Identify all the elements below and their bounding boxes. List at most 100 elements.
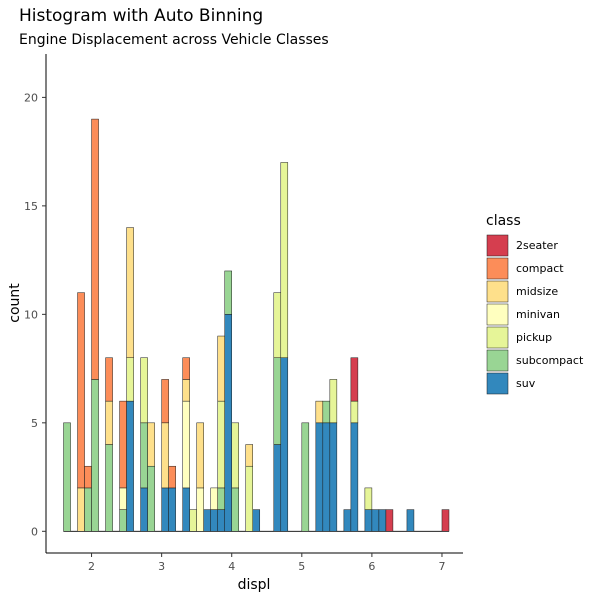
bar-segment-suv — [350, 422, 359, 532]
bar-segment-compact — [119, 400, 127, 489]
bar-segment-subcompact — [217, 487, 225, 510]
bar-segment-pickup — [350, 400, 359, 424]
bar-segment-subcompact — [231, 487, 239, 532]
legend-label-suv: suv — [516, 377, 536, 390]
bar-segment-midsize — [196, 422, 204, 489]
y-tick-label: 15 — [24, 200, 38, 213]
legend-key-2seater — [486, 234, 509, 257]
bars-layer — [63, 118, 450, 532]
legend-title: class — [486, 213, 521, 229]
x-tick-label: 4 — [228, 560, 235, 573]
bar-segment-suv — [217, 509, 225, 532]
bar-segment-2seater — [385, 509, 394, 532]
legend-key-suv — [486, 372, 509, 395]
chart-subtitle: Engine Displacement across Vehicle Class… — [19, 32, 329, 48]
bar-segment-pickup — [273, 292, 282, 358]
bar-segment-suv — [371, 509, 380, 532]
x-tick-label: 2 — [88, 560, 95, 573]
bar-segment-suv — [168, 487, 176, 532]
bar-segment-pickup — [189, 509, 197, 532]
bar-segment-suv — [161, 487, 169, 532]
bar-segment-pickup — [280, 162, 289, 358]
bar-segment-subcompact — [140, 422, 148, 489]
legend-key-midsize — [486, 280, 509, 303]
y-tick-label: 5 — [31, 417, 38, 430]
bar-segment-subcompact — [84, 487, 92, 532]
bar-segment-pickup — [245, 465, 254, 532]
bar-segment-minivan — [182, 400, 190, 489]
bar-segment-suv — [252, 509, 261, 532]
bar-segment-minivan — [119, 487, 127, 510]
x-tick-label: 7 — [438, 560, 445, 573]
bar-segment-pickup — [126, 357, 134, 402]
bar-segment-suv — [343, 509, 352, 532]
bar-segment-midsize — [217, 335, 225, 402]
bar-segment-2seater — [441, 509, 450, 532]
y-axis-title: count — [7, 283, 23, 323]
bar-segment-suv — [140, 487, 148, 532]
legend: class 2seater compact midsize minivan pickup… — [486, 213, 584, 395]
bar-segment-midsize — [245, 444, 254, 467]
bar-segment-suv — [406, 509, 415, 532]
bar-segment-subcompact — [91, 379, 99, 532]
legend-key-compact — [486, 257, 509, 280]
bar-segment-compact — [182, 357, 190, 380]
bar-segment-subcompact — [301, 422, 310, 532]
bar-segment-midsize — [182, 379, 190, 402]
bar-segment-compact — [84, 465, 92, 489]
bar-segment-pickup — [140, 357, 148, 424]
bar-segment-pickup — [217, 400, 225, 489]
legend-key-minivan — [486, 303, 509, 326]
bar-segment-subcompact — [63, 422, 71, 532]
legend-label-pickup: pickup — [516, 331, 552, 344]
bar-segment-pickup — [329, 379, 338, 424]
bar-segment-minivan — [210, 487, 218, 510]
bar-segment-compact — [161, 379, 169, 424]
bar-segment-suv — [315, 422, 324, 532]
bar-segment-suv — [364, 509, 373, 532]
bar-segment-compact — [77, 292, 85, 489]
bar-segment-suv — [203, 509, 211, 532]
bar-segment-midsize — [161, 422, 169, 489]
bar-segment-compact — [105, 357, 113, 402]
bar-segment-suv — [378, 509, 387, 532]
bar-segment-minivan — [196, 487, 204, 532]
legend-label-subcompact: subcompact — [516, 354, 584, 367]
bar-segment-2seater — [350, 357, 359, 402]
y-tick-label: 20 — [24, 91, 38, 104]
x-axis-title: displ — [238, 577, 271, 593]
bar-segment-pickup — [231, 422, 239, 489]
x-tick-label: 6 — [368, 560, 375, 573]
bar-segment-midsize — [147, 422, 155, 467]
legend-key-subcompact — [486, 349, 509, 372]
bar-segment-midsize — [105, 400, 113, 445]
x-tick-label: 3 — [158, 560, 165, 573]
legend-label-compact: compact — [516, 262, 564, 275]
bar-segment-suv — [273, 444, 282, 532]
bar-segment-suv — [329, 422, 338, 532]
bar-segment-subcompact — [322, 400, 331, 424]
bar-segment-midsize — [315, 400, 324, 424]
bar-segment-suv — [210, 509, 218, 532]
bar-segment-compact — [91, 118, 99, 380]
bar-segment-subcompact — [105, 444, 113, 532]
bar-segment-subcompact — [147, 465, 155, 532]
legend-label-midsize: midsize — [516, 285, 558, 298]
legend-key-pickup — [486, 326, 509, 349]
y-axis-ticks: 0 5 10 15 20 — [24, 91, 46, 538]
bar-segment-suv — [224, 314, 232, 532]
bar-segment-suv — [280, 357, 289, 532]
legend-label-2seater: 2seater — [516, 239, 558, 252]
y-tick-label: 10 — [24, 308, 38, 321]
bar-segment-midsize — [77, 487, 85, 532]
x-tick-label: 5 — [298, 560, 305, 573]
bar-segment-subcompact — [119, 509, 127, 532]
bar-segment-subcompact — [224, 270, 232, 315]
chart-title: Histogram with Auto Binning — [19, 6, 263, 26]
bar-segment-pickup — [364, 487, 373, 510]
x-axis-ticks: 2 3 4 5 6 7 — [88, 553, 445, 573]
legend-label-minivan: minivan — [516, 308, 560, 321]
y-tick-label: 0 — [31, 525, 38, 538]
